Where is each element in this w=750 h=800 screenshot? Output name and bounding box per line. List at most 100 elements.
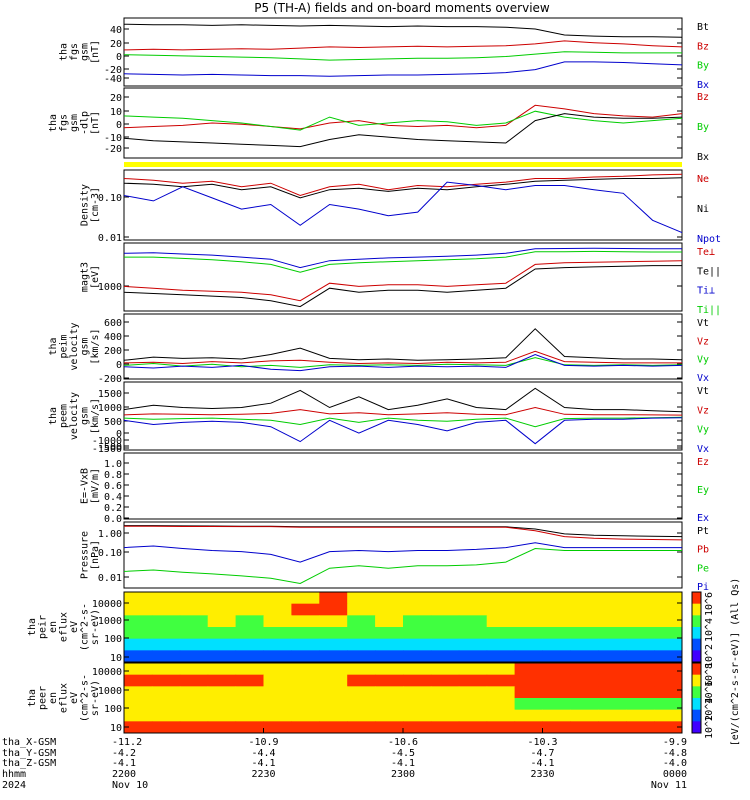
heatmap-cell [403,686,432,699]
y-axis-label: E=-VxB [mV/m] [80,468,102,504]
y-axis-label-line: velocity [69,322,80,370]
y-axis-label-line: eflux [59,683,70,713]
heatmap-cell [514,627,543,640]
x-tick-label: -4.8 [663,748,687,759]
series-line-Vy [123,357,683,368]
y-tick-label: 0 [116,360,122,371]
x-tick-label: -4.1 [112,758,136,769]
y-tick-label: 0.6 [104,481,122,492]
heatmap-cell [207,650,237,663]
legend-entry-Pb: Pb [697,545,709,556]
heatmap-cell [542,709,571,722]
heatmap-cell [207,674,237,687]
heatmap-cell [347,650,376,663]
x-tick-label: Nov 10 [112,780,148,791]
y-tick-label: -1000 [92,436,122,447]
series-line-Npot [123,181,683,234]
heatmap-cell [124,615,153,628]
heatmap-cell [375,638,404,651]
y-axis-label-line: peem [59,404,70,428]
legend-entry-Ti||: Ti|| [697,305,721,316]
heatmap-cell [486,698,516,711]
heatmap-cell [319,627,348,640]
heatmap-cell [375,674,404,687]
y-axis-label-line: tha [48,114,59,132]
heatmap-cell [570,638,599,651]
heatmap-cell [626,709,655,722]
heatmap-cell [235,721,264,734]
heatmap-cell [151,721,181,734]
series-line-Te⊥ [123,260,683,302]
heatmap-cell [458,686,488,699]
y-axis-label-line: gsm [80,337,91,355]
heatmap-cell [654,627,683,640]
y-tick-label: 1.0 [104,459,122,470]
heatmap-cell [291,674,320,687]
legend-entry-Ex: Ex [697,513,709,524]
y-axis-label: tha peem velocity gsm [km/s] [48,392,101,440]
series-line-Vt [123,387,683,413]
colorbar-tick-label: 10^6 [704,592,715,616]
heatmap-cell [319,592,348,605]
heatmap-cell [235,674,264,687]
heatmap-cell [458,603,488,616]
y-tick-label: -40 [104,74,122,85]
heatmap-cell [263,615,292,628]
legend-entry-Vx: Vx [697,444,709,455]
heatmap-cell [514,721,543,734]
series-line-Pi [123,542,682,563]
heatmap-cell [598,627,627,640]
colorbar-frame [691,662,702,734]
heatmap-cell [179,663,209,676]
heatmap-cell [124,603,153,616]
x-tick-label: 2330 [530,769,554,780]
colorbar-tick-label: 10^4 [704,618,715,642]
heatmap-cell [542,603,571,616]
y-tick-label: 200 [104,346,122,357]
heatmap-cell [598,686,627,699]
heatmap-cell [486,686,516,699]
heatmap-cell [430,686,460,699]
x-tick-label: -4.5 [391,748,415,759]
heatmap-cell [347,698,376,711]
y-tick-label: 10000 [92,667,122,678]
heatmap-cell [486,615,516,628]
heatmap-cell [179,709,209,722]
heatmap-cell [291,615,320,628]
heatmap-cell [626,663,655,676]
heatmap-cell [570,592,599,605]
y-axis-label-line: eV [69,621,80,633]
y-axis-label: tha fgs gsm [nT] [59,40,102,64]
heatmap-cell [403,592,432,605]
y-axis-label: tha peer en eflux eV (cm^2-s-sr-eV) [27,674,101,722]
legend-entry-By: By [697,122,709,133]
colorbar-segment [692,603,701,616]
heatmap-cell [151,650,181,663]
panel-frame [123,313,683,380]
heatmap-cell [179,686,209,699]
series-line-Vx [123,417,683,445]
y-axis-label-line: -dlp [80,111,91,135]
x-axis-row-label: hhmm [2,769,26,780]
series-line-By [123,110,683,131]
heatmap-cell [626,627,655,640]
legend-entry-Ti⊥: Ti⊥ [697,286,715,297]
heatmap-cell [570,627,599,640]
heatmap-cell [458,615,488,628]
y-tick-label: 100 [104,634,122,645]
heatmap-cell [430,638,460,651]
y-tick-label: 400 [104,332,122,343]
heatmap-cell [654,663,683,676]
heatmap-cell [319,615,348,628]
heatmap-cell [403,663,432,676]
heatmap-cell [235,663,264,676]
series-line-Bx [123,61,683,77]
heatmap-cell [151,674,181,687]
heatmap-cell [542,638,571,651]
heatmap-cell [375,698,404,711]
legend-entry-Vy: Vy [697,355,709,366]
heatmap-cell [458,627,488,640]
heatmap-cell [124,674,153,687]
legend-entry-Vy: Vy [697,425,709,436]
